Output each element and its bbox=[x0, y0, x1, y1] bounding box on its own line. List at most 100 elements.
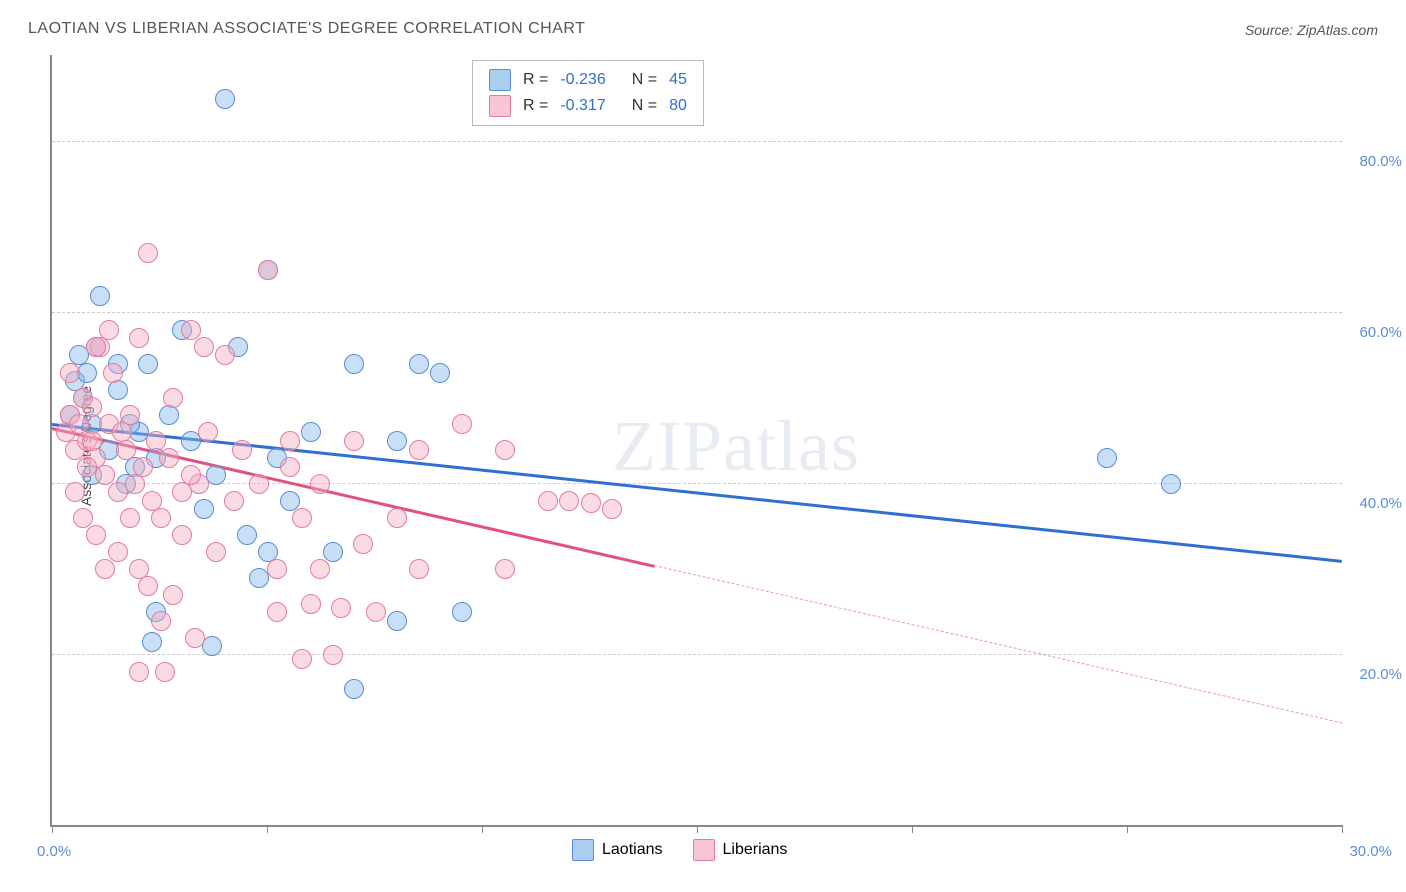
legend-swatch-blue bbox=[489, 69, 511, 91]
data-point-pink bbox=[73, 508, 93, 528]
data-point-pink bbox=[86, 337, 106, 357]
data-point-pink bbox=[495, 440, 515, 460]
data-point-pink bbox=[172, 482, 192, 502]
legend-item: Laotians bbox=[572, 839, 663, 861]
data-point-blue bbox=[77, 363, 97, 383]
data-point-blue bbox=[387, 611, 407, 631]
x-tick bbox=[267, 825, 268, 833]
data-point-blue bbox=[323, 542, 343, 562]
data-point-blue bbox=[280, 491, 300, 511]
data-point-pink bbox=[82, 397, 102, 417]
x-tick bbox=[912, 825, 913, 833]
data-point-blue bbox=[409, 354, 429, 374]
data-point-pink bbox=[581, 493, 601, 513]
trend-line-pink-extrapolated bbox=[654, 565, 1342, 723]
data-point-blue bbox=[159, 405, 179, 425]
data-point-pink bbox=[77, 457, 97, 477]
data-point-pink bbox=[95, 465, 115, 485]
data-point-pink bbox=[249, 474, 269, 494]
series-legend: Laotians Liberians bbox=[572, 839, 787, 861]
legend-swatch-pink bbox=[693, 839, 715, 861]
gridline bbox=[52, 312, 1342, 313]
data-point-pink bbox=[159, 448, 179, 468]
data-point-pink bbox=[120, 508, 140, 528]
data-point-pink bbox=[125, 474, 145, 494]
data-point-pink bbox=[215, 345, 235, 365]
data-point-pink bbox=[82, 431, 102, 451]
data-point-pink bbox=[224, 491, 244, 511]
data-point-pink bbox=[280, 457, 300, 477]
data-point-pink bbox=[310, 474, 330, 494]
gridline bbox=[52, 483, 1342, 484]
legend-row: R =-0.317N =80 bbox=[489, 93, 687, 119]
data-point-pink bbox=[353, 534, 373, 554]
data-point-pink bbox=[146, 431, 166, 451]
stat-n-label: N = bbox=[632, 71, 657, 89]
data-point-blue bbox=[1161, 474, 1181, 494]
data-point-blue bbox=[301, 422, 321, 442]
data-point-pink bbox=[495, 559, 515, 579]
source-attribution: Source: ZipAtlas.com bbox=[1245, 22, 1378, 38]
data-point-pink bbox=[181, 465, 201, 485]
data-point-pink bbox=[133, 457, 153, 477]
legend-swatch-blue bbox=[572, 839, 594, 861]
data-point-blue bbox=[138, 354, 158, 374]
data-point-pink bbox=[138, 243, 158, 263]
data-point-blue bbox=[202, 636, 222, 656]
data-point-pink bbox=[138, 576, 158, 596]
data-point-pink bbox=[280, 431, 300, 451]
data-point-pink bbox=[366, 602, 386, 622]
data-point-pink bbox=[116, 440, 136, 460]
scatter-chart: ZIPatlas 20.0%40.0%60.0%80.0%0.0%30.0%R … bbox=[50, 55, 1342, 827]
gridline bbox=[52, 141, 1342, 142]
data-point-pink bbox=[323, 645, 343, 665]
stat-n-value: 80 bbox=[669, 97, 687, 115]
data-point-pink bbox=[409, 440, 429, 460]
data-point-pink bbox=[206, 542, 226, 562]
data-point-blue bbox=[108, 380, 128, 400]
data-point-pink bbox=[387, 508, 407, 528]
x-tick bbox=[52, 825, 53, 833]
stat-r-label: R = bbox=[523, 97, 548, 115]
stat-r-value: -0.317 bbox=[560, 97, 605, 115]
x-tick bbox=[697, 825, 698, 833]
x-tick-label: 30.0% bbox=[1349, 843, 1392, 860]
data-point-blue bbox=[430, 363, 450, 383]
data-point-pink bbox=[86, 525, 106, 545]
gridline bbox=[52, 654, 1342, 655]
data-point-blue bbox=[452, 602, 472, 622]
data-point-pink bbox=[120, 405, 140, 425]
x-tick-label: 0.0% bbox=[37, 843, 71, 860]
data-point-blue bbox=[1097, 448, 1117, 468]
data-point-pink bbox=[95, 559, 115, 579]
y-tick-label: 60.0% bbox=[1359, 324, 1402, 341]
data-point-pink bbox=[344, 431, 364, 451]
data-point-pink bbox=[155, 662, 175, 682]
data-point-blue bbox=[206, 465, 226, 485]
data-point-pink bbox=[602, 499, 622, 519]
y-tick-label: 40.0% bbox=[1359, 495, 1402, 512]
data-point-pink bbox=[103, 363, 123, 383]
x-tick bbox=[482, 825, 483, 833]
data-point-pink bbox=[163, 388, 183, 408]
data-point-pink bbox=[194, 337, 214, 357]
stat-r-label: R = bbox=[523, 71, 548, 89]
data-point-pink bbox=[185, 628, 205, 648]
watermark-light: atlas bbox=[723, 406, 860, 486]
stat-r-value: -0.236 bbox=[560, 71, 605, 89]
data-point-blue bbox=[215, 89, 235, 109]
data-point-pink bbox=[198, 422, 218, 442]
data-point-pink bbox=[151, 508, 171, 528]
data-point-pink bbox=[129, 328, 149, 348]
legend-swatch-pink bbox=[489, 95, 511, 117]
stat-n-value: 45 bbox=[669, 71, 687, 89]
legend-label: Liberians bbox=[723, 841, 788, 859]
data-point-pink bbox=[310, 559, 330, 579]
data-point-pink bbox=[60, 363, 80, 383]
data-point-pink bbox=[99, 320, 119, 340]
data-point-pink bbox=[267, 602, 287, 622]
data-point-pink bbox=[292, 649, 312, 669]
source-value: ZipAtlas.com bbox=[1297, 22, 1378, 38]
data-point-blue bbox=[237, 525, 257, 545]
x-tick bbox=[1342, 825, 1343, 833]
